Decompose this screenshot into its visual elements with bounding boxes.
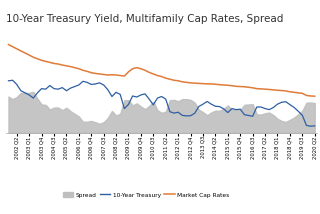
Legend: Spread, 10-Year Treasury, Market Cap Rates: Spread, 10-Year Treasury, Market Cap Rat… [60, 190, 232, 200]
Text: 10-Year Treasury Yield, Multifamily Cap Rates, Spread: 10-Year Treasury Yield, Multifamily Cap … [6, 14, 284, 24]
